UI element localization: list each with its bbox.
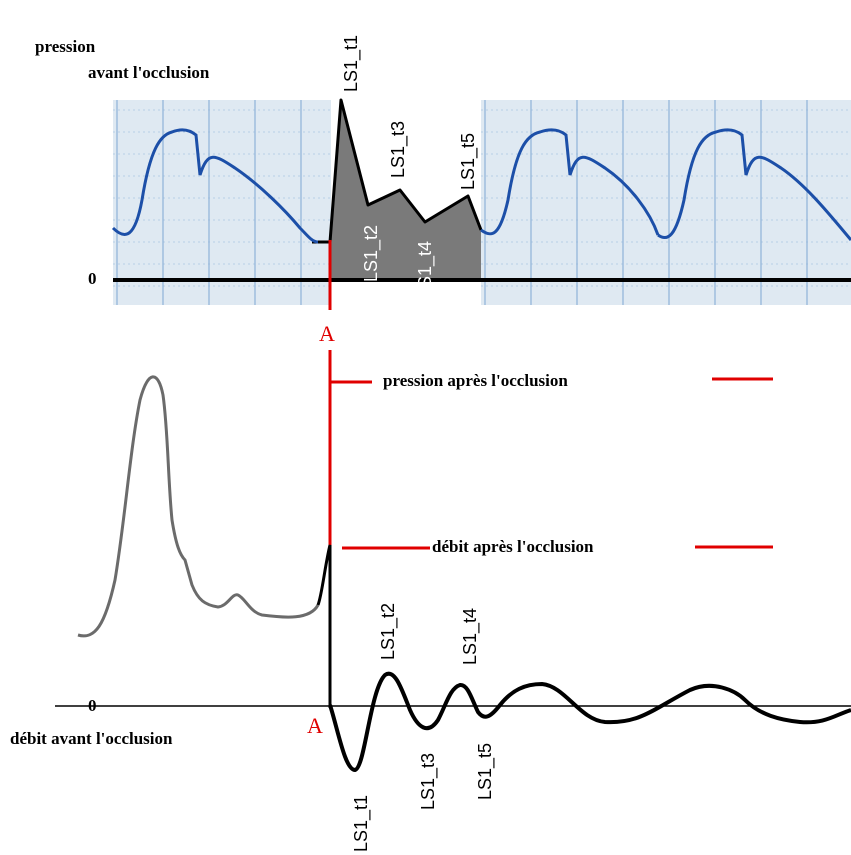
- pressure-peak-t4: LS1_t4: [415, 241, 436, 298]
- flow-trace-after: [328, 671, 851, 772]
- pressure-peak-t2: LS1_t2: [361, 225, 382, 282]
- pressure-peak-t3: LS1_t3: [388, 121, 409, 178]
- post-occlusion-pressure-area: [330, 100, 481, 278]
- pressure-trace-before: [111, 128, 319, 244]
- pressure-trace-after-1: [480, 128, 660, 236]
- pressure-title-line2: avant l'occlusion: [88, 63, 210, 82]
- pressure-grid-left: [113, 100, 331, 305]
- pressure-peak-t1: LS1_t1: [341, 35, 362, 92]
- pressure-grid-lines: [113, 100, 851, 305]
- pressure-zero-label: 0: [88, 269, 97, 288]
- pressure-peak-t5: LS1_t5: [458, 133, 479, 190]
- post-occlusion-pressure-outline: [312, 98, 483, 244]
- pressure-title-line1: pression: [35, 37, 96, 56]
- flow-peak-t4: LS1_t4: [460, 608, 481, 665]
- pressure-grid-right: [481, 100, 851, 305]
- flow-trace-step: [316, 544, 332, 708]
- flow-after-label: débit après l'occlusion: [432, 537, 594, 556]
- flow-peak-t1: LS1_t1: [351, 795, 372, 852]
- flow-peak-t3: LS1_t3: [418, 753, 439, 810]
- pressure-trace-after-2: [657, 128, 851, 241]
- flow-peak-t2: LS1_t2: [378, 603, 399, 660]
- occlusion-label-top: A: [319, 321, 335, 346]
- occlusion-label-bottom: A: [307, 713, 323, 738]
- flow-zero-label: 0: [88, 696, 97, 715]
- flow-trace-before: [77, 375, 320, 638]
- flow-peak-t5: LS1_t5: [475, 743, 496, 800]
- pressure-after-label: pression après l'occlusion: [383, 371, 568, 390]
- flow-title: débit avant l'occlusion: [10, 729, 173, 748]
